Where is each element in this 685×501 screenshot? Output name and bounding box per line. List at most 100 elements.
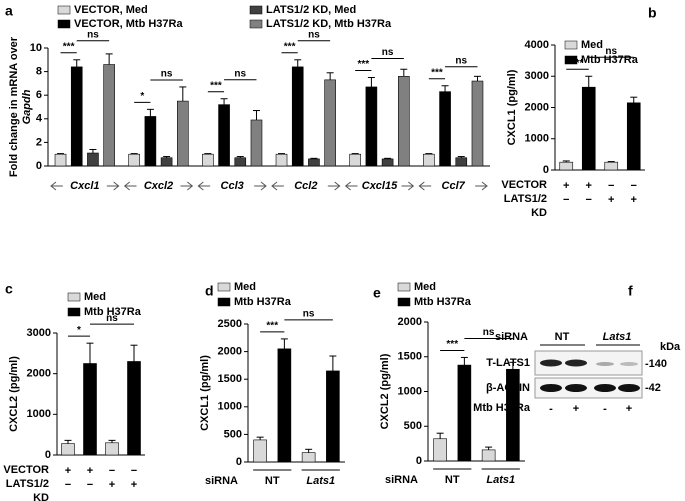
legend-label: LATS1/2 KD, Med xyxy=(266,4,356,16)
y-tick-label: 2000 xyxy=(218,346,242,358)
error-bar xyxy=(73,59,81,67)
y-tick-label: 2000 xyxy=(398,316,422,328)
condition-mark: − xyxy=(631,180,637,192)
error-bar xyxy=(329,355,337,371)
legend-swatch xyxy=(249,19,263,29)
western-blot: f siRNA NT Lats1 kDa T-LATS1 -140 β-ACTI… xyxy=(473,283,681,415)
error-bar xyxy=(252,110,260,120)
error-bar xyxy=(473,75,481,82)
condition-mark: + xyxy=(109,479,115,491)
error-bar xyxy=(562,160,570,163)
legend-label: Med xyxy=(414,281,436,293)
band xyxy=(618,384,640,392)
group-title: siRNA xyxy=(205,475,238,487)
legend-label: Mtb H37Ra xyxy=(234,296,292,308)
error-bar xyxy=(384,157,392,159)
blot-strip xyxy=(534,377,643,399)
bar xyxy=(160,157,173,167)
bar xyxy=(291,66,304,167)
condition-label: KD xyxy=(33,492,49,501)
y-axis-label: CXCL1 (pg/ml) xyxy=(199,355,211,431)
error-bar xyxy=(485,446,493,450)
treatment-mark: + xyxy=(626,403,632,415)
bar xyxy=(439,91,451,167)
panel-letter: f xyxy=(628,283,633,299)
x-tick-label: Ccl7 xyxy=(442,180,466,192)
legend-label: Mtb H37Ra xyxy=(84,306,142,318)
bar xyxy=(471,80,484,167)
bar xyxy=(481,449,496,462)
bar xyxy=(301,452,316,463)
error-bar xyxy=(509,361,517,370)
bar xyxy=(87,152,99,167)
bar xyxy=(581,86,596,171)
significance-label: *** xyxy=(572,58,584,69)
condition-mark: + xyxy=(631,194,637,206)
condition-mark: − xyxy=(65,479,71,491)
panel-letter: c xyxy=(5,281,13,297)
condition-mark: − xyxy=(109,465,115,477)
treatment-mark: + xyxy=(573,403,579,415)
panel-letter: e xyxy=(373,285,381,301)
condition-mark: + xyxy=(87,465,93,477)
group-label: NT xyxy=(555,331,570,343)
condition-mark: + xyxy=(131,479,137,491)
y-tick-label: 2 xyxy=(36,136,42,148)
condition-mark: − xyxy=(563,194,569,206)
category-arrow xyxy=(197,181,267,191)
legend-swatch xyxy=(67,292,81,302)
condition-mark: − xyxy=(608,180,614,192)
condition-mark: + xyxy=(586,180,592,192)
y-tick-label: 4000 xyxy=(525,39,549,51)
error-bar xyxy=(130,344,138,362)
legend-label: Med xyxy=(234,281,256,293)
bar xyxy=(253,439,267,463)
bar xyxy=(54,153,67,167)
y-tick-label: 2000 xyxy=(525,101,549,113)
y-tick-label: 500 xyxy=(224,428,242,440)
error-bar xyxy=(278,153,286,155)
band xyxy=(596,362,614,366)
group-label: Lats1 xyxy=(306,475,335,487)
bar xyxy=(381,158,394,167)
condition-label: VECTOR xyxy=(3,464,49,476)
bar xyxy=(349,153,361,167)
band xyxy=(565,359,587,367)
group-title: siRNA xyxy=(385,474,418,486)
error-bar xyxy=(64,439,72,444)
error-bar xyxy=(86,342,94,364)
error-bar xyxy=(89,148,97,154)
legend-swatch xyxy=(217,282,231,292)
y-axis-label: Fold change in mRNA over xyxy=(8,36,20,177)
error-bar xyxy=(108,439,116,443)
bar xyxy=(559,161,574,171)
bar xyxy=(423,153,435,167)
significance-label: ns xyxy=(106,313,118,324)
significance-label: *** xyxy=(357,59,369,70)
legend-label: Med xyxy=(84,291,106,303)
band xyxy=(620,362,638,366)
bar xyxy=(83,363,97,456)
error-bar xyxy=(351,153,359,155)
bar xyxy=(455,157,468,167)
bar xyxy=(365,86,378,167)
legend-swatch xyxy=(397,297,411,307)
x-tick-label: Cxcl1 xyxy=(70,180,99,192)
legend-swatch xyxy=(564,55,578,65)
condition-label: LATS1/2 xyxy=(504,193,547,205)
error-bar xyxy=(436,432,444,439)
band xyxy=(540,359,562,367)
error-bar xyxy=(204,153,212,155)
significance-label: *** xyxy=(266,321,278,332)
condition-mark: − xyxy=(131,465,137,477)
size-label: -42 xyxy=(645,382,661,394)
legend-label: VECTOR, Med xyxy=(74,4,148,16)
bar xyxy=(604,161,619,171)
y-axis-label: CXCL2 (pg/ml) xyxy=(379,353,391,429)
legend-swatch xyxy=(57,19,71,29)
y-tick-label: 8 xyxy=(36,66,42,78)
bar xyxy=(218,104,230,167)
unit-label: kDa xyxy=(660,341,681,353)
bar xyxy=(324,79,336,167)
bar xyxy=(177,100,189,167)
